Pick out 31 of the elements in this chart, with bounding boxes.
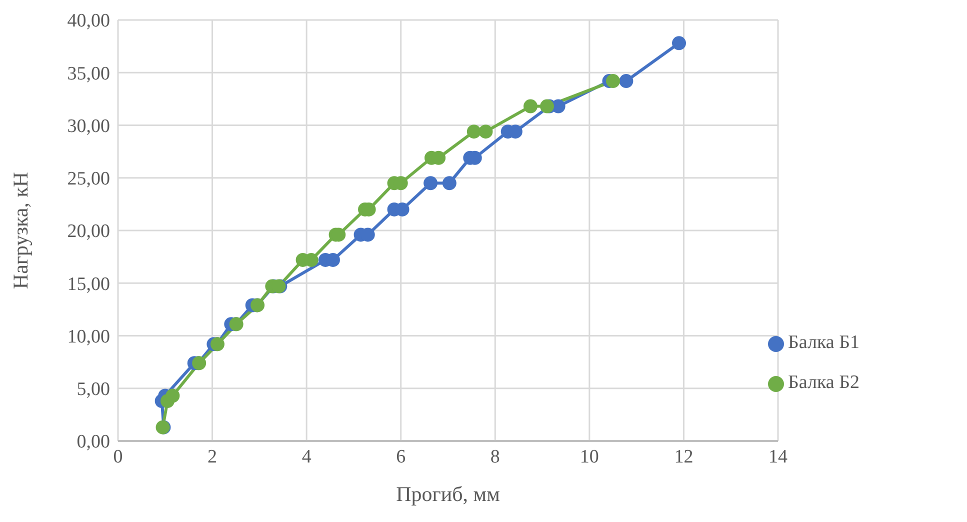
x-tick-label: 6 xyxy=(396,446,406,468)
x-tick-label: 8 xyxy=(490,446,500,468)
point xyxy=(524,99,538,114)
point xyxy=(606,74,620,88)
x-tick-label: 0 xyxy=(113,446,123,468)
x-tick-label: 2 xyxy=(208,446,218,468)
x-tick-label: 4 xyxy=(302,446,312,468)
legend-label: Балка Б1 xyxy=(788,332,860,353)
point xyxy=(619,74,634,88)
y-tick-label: 20,00 xyxy=(67,221,110,242)
y-tick-label: 5,00 xyxy=(76,379,110,400)
point xyxy=(478,124,493,139)
legend-label: Балка Б2 xyxy=(788,372,860,393)
x-tick-label: 14 xyxy=(768,446,788,468)
point xyxy=(466,124,481,139)
y-axis-title: Нагрузка, кН xyxy=(8,172,32,290)
y-tick-label: 15,00 xyxy=(67,274,110,295)
y-tick-label: 10,00 xyxy=(67,326,110,348)
x-axis-title: Прогиб, мм xyxy=(396,482,500,506)
point xyxy=(540,99,554,114)
x-tick-label: 10 xyxy=(580,446,599,468)
x-tick-label: 12 xyxy=(674,446,694,468)
point xyxy=(166,388,180,403)
y-tick-label: 25,00 xyxy=(67,168,110,190)
point xyxy=(424,176,438,190)
point xyxy=(442,176,456,190)
y-tick-label: 30,00 xyxy=(67,116,110,137)
y-tick-label: 0,00 xyxy=(76,432,110,453)
point xyxy=(672,36,686,50)
y-tick-label: 35,00 xyxy=(67,63,110,84)
y-tick-label: 40,00 xyxy=(67,10,110,32)
